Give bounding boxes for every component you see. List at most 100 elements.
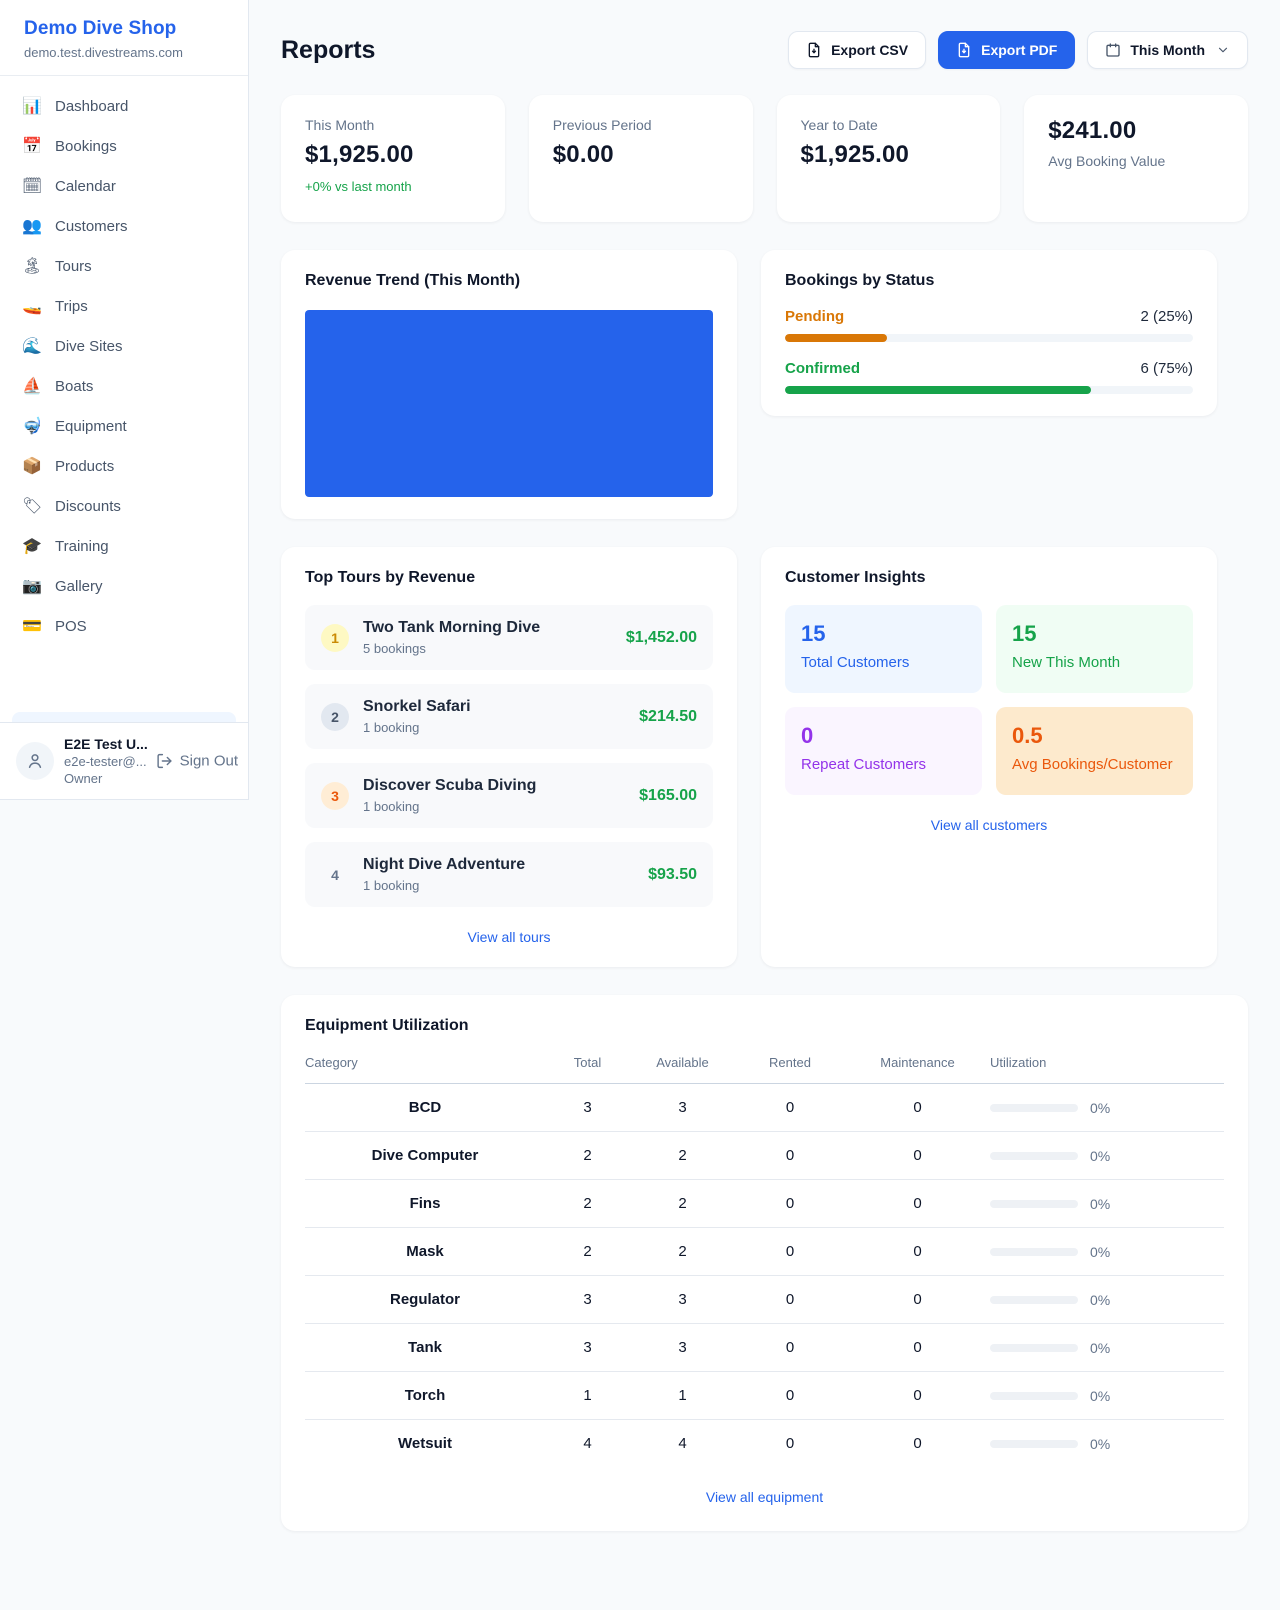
rank-badge: 1	[321, 623, 349, 652]
cell-total: 3	[545, 1275, 630, 1324]
cell-utilization: 0%	[990, 1275, 1224, 1324]
cell-utilization: 0%	[990, 1179, 1224, 1228]
column-header-maintenance: Maintenance	[845, 1055, 990, 1084]
cell-available: 2	[630, 1131, 735, 1180]
cell-category: Tank	[305, 1323, 545, 1372]
wave-icon: 🌊	[22, 338, 42, 355]
rank-badge: 3	[321, 781, 349, 810]
cell-available: 4	[678, 1435, 687, 1452]
utilization-track	[990, 1199, 1078, 1208]
user-email: e2e-tester@...	[64, 754, 147, 769]
island-icon: 🏝	[22, 258, 43, 275]
sidebar-item-boats[interactable]: ⛵ Boats	[12, 366, 236, 406]
insight-tile-repeat-customers: 0 Repeat Customers	[785, 707, 982, 795]
person-icon	[28, 754, 42, 768]
sidebar-item-trips[interactable]: 🚤 Trips	[12, 286, 236, 326]
stat-label: Previous Period	[552, 117, 652, 133]
cell-available: 3	[630, 1323, 735, 1372]
view-all-tours-link[interactable]: View all tours	[467, 929, 551, 945]
cell-rented: 0	[735, 1227, 845, 1276]
sign-out-button[interactable]: Sign Out	[156, 753, 238, 770]
table-row: Dive Computer 2 2 0 0 0%	[305, 1131, 1224, 1180]
export-csv-button[interactable]: Export CSV	[788, 31, 927, 69]
sidebar-item-label: Bookings	[55, 137, 117, 155]
user-panel: E2E Test U... e2e-tester@... Owner Sign …	[0, 722, 248, 799]
equipment-table: Category Total Available Rented Maintena…	[305, 1055, 1224, 1467]
cell-available: 2	[630, 1179, 735, 1228]
dashboard-icon: 📊	[22, 98, 42, 115]
diving-mask-icon: 🤿	[22, 418, 42, 435]
chevron-down-icon	[1218, 47, 1228, 53]
cell-total: 4	[583, 1435, 592, 1452]
export-csv-label: Export CSV	[831, 42, 909, 58]
sidebar-item-discounts[interactable]: 🏷 Discounts	[12, 486, 236, 526]
period-dropdown[interactable]: This Month	[1087, 31, 1248, 69]
tour-revenue: $165.00	[639, 786, 697, 804]
sidebar-item-bookings[interactable]: 📅 Bookings	[12, 126, 236, 166]
cell-category: Torch	[305, 1371, 545, 1420]
insight-label: New This Month	[1012, 654, 1121, 671]
sidebar-item-label: Dashboard	[55, 97, 129, 115]
utilization-percent: 0%	[1090, 1435, 1111, 1452]
stat-label: This Month	[305, 117, 375, 133]
status-row-confirmed: Confirmed 6 (75%)	[785, 360, 1193, 394]
cell-maintenance: 0	[845, 1275, 990, 1324]
rank-badge: 2	[321, 702, 349, 731]
file-download-icon	[958, 42, 970, 58]
insight-label: Total Customers	[801, 654, 910, 671]
sign-out-icon	[157, 753, 172, 769]
sidebar-header: Demo Dive Shop demo.test.divestreams.com	[0, 0, 248, 76]
sidebar-item-label: Dive Sites	[55, 337, 123, 355]
cell-available: 3	[630, 1275, 735, 1324]
graduation-cap-icon: 🎓	[22, 538, 42, 555]
speedboat-icon: 🚤	[22, 298, 42, 315]
sidebar-item-dashboard[interactable]: 📊 Dashboard	[12, 86, 236, 126]
table-row: Regulator 3 3 0 0 0%	[305, 1275, 1224, 1324]
cell-maintenance: 0	[913, 1435, 922, 1452]
export-pdf-button[interactable]: Export PDF	[938, 31, 1076, 69]
sidebar-item-label: Discounts	[55, 497, 121, 515]
tour-name: Night Dive Adventure	[363, 856, 526, 873]
calendar-icon	[1106, 43, 1121, 57]
sidebar-item-training[interactable]: 🎓 Training	[12, 526, 236, 566]
sidebar-item-equipment[interactable]: 🤿 Equipment	[12, 406, 236, 446]
insight-value: 15	[801, 621, 826, 646]
cell-rented: 0	[735, 1131, 845, 1180]
sidebar-item-products[interactable]: 📦 Products	[12, 446, 236, 486]
cell-total: 2	[545, 1179, 630, 1228]
sidebar-item-calendar[interactable]: 🗓 Calendar	[12, 166, 236, 206]
table-row: Wetsuit 4 4 0 0 0%	[305, 1420, 1224, 1468]
sailboat-icon: ⛵	[22, 378, 42, 395]
tour-row: 2 Snorkel Safari 1 booking $214.50	[305, 684, 713, 749]
status-value: 2 (25%)	[1140, 308, 1193, 325]
sidebar-item-dive-sites[interactable]: 🌊 Dive Sites	[12, 326, 236, 366]
sidebar-item-customers[interactable]: 👥 Customers	[12, 206, 236, 246]
tour-row: 1 Two Tank Morning Dive 5 bookings $1,45…	[305, 605, 713, 670]
cell-utilization: 0%	[990, 1323, 1224, 1372]
sidebar-item-label: Tours	[55, 257, 92, 275]
user-meta: E2E Test U... e2e-tester@... Owner	[64, 736, 148, 786]
insight-label: Avg Bookings/Customer	[1012, 756, 1173, 773]
cell-utilization: 0%	[990, 1371, 1224, 1420]
view-all-equipment-link[interactable]: View all equipment	[705, 1489, 824, 1505]
cell-utilization: 0%	[990, 1131, 1224, 1180]
stat-value: $241.00	[1048, 117, 1137, 144]
utilization-percent: 0%	[1090, 1099, 1111, 1116]
cell-utilization: 0%	[990, 1083, 1224, 1132]
sidebar-item-gallery[interactable]: 📷 Gallery	[12, 566, 236, 606]
avatar	[16, 742, 54, 780]
sidebar-item-tours[interactable]: 🏝 Tours	[12, 246, 236, 286]
utilization-percent: 0%	[1090, 1339, 1111, 1356]
stat-card-avg-booking-value: $241.00 Avg Booking Value	[1024, 95, 1248, 222]
status-label: Confirmed	[785, 360, 860, 377]
sidebar-item-reports-active-partial[interactable]	[12, 712, 236, 722]
utilization-track	[990, 1151, 1078, 1160]
progress-fill-confirmed	[785, 386, 1091, 394]
view-all-customers-link[interactable]: View all customers	[930, 817, 1048, 833]
charts-row: Revenue Trend (This Month) Bookings by S…	[281, 250, 1248, 519]
sidebar-item-pos[interactable]: 💳 POS	[12, 606, 236, 646]
file-download-icon	[808, 42, 820, 58]
tour-revenue: $1,452.00	[625, 628, 697, 646]
insight-tile-avg-bookings: 0.5 Avg Bookings/Customer	[996, 707, 1193, 795]
cell-total: 1	[545, 1371, 630, 1420]
